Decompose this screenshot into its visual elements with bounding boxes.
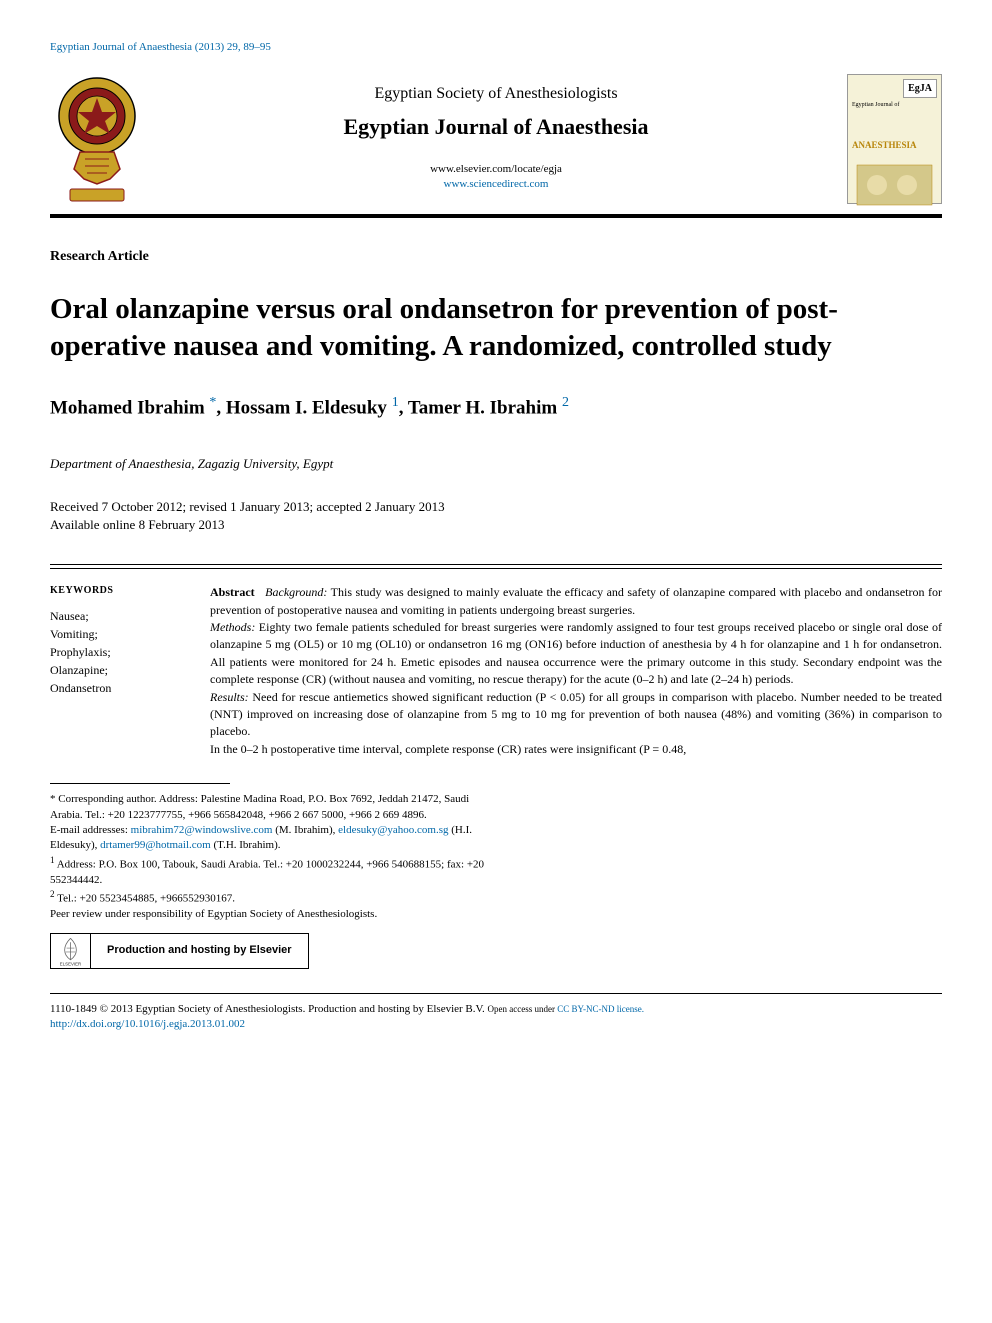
results-text: Need for rescue antiemetics showed signi… bbox=[210, 690, 942, 739]
email-link-1[interactable]: mibrahim72@windowslive.com bbox=[131, 824, 273, 836]
footnote-1-text: Address: P.O. Box 100, Tabouk, Saudi Ara… bbox=[50, 858, 484, 885]
license-label: Open access under bbox=[488, 1004, 558, 1014]
corresponding-mark: * bbox=[50, 793, 58, 805]
cover-title: ANAESTHESIA bbox=[852, 140, 937, 152]
keywords-heading: KEYWORDS bbox=[50, 584, 190, 597]
footnotes: * Corresponding author. Address: Palesti… bbox=[50, 792, 490, 973]
email-label: E-mail addresses: bbox=[50, 824, 131, 836]
keyword-item: Prophylaxis; bbox=[50, 645, 111, 659]
keyword-item: Nausea; bbox=[50, 609, 89, 623]
cover-subtitle: Egyptian Journal of bbox=[852, 102, 937, 110]
doi-link[interactable]: http://dx.doi.org/10.1016/j.egja.2013.01… bbox=[50, 1018, 245, 1030]
article-title: Oral olanzapine versus oral ondansetron … bbox=[50, 291, 942, 364]
article-dates: Received 7 October 2012; revised 1 Janua… bbox=[50, 498, 942, 534]
footnotes-rule bbox=[50, 783, 230, 784]
publisher-link-2[interactable]: www.sciencedirect.com bbox=[444, 178, 549, 190]
society-name: Egyptian Society of Anesthesiologists bbox=[165, 84, 827, 105]
results-text-2: In the 0–2 h postoperative time interval… bbox=[210, 742, 686, 756]
license-link[interactable]: CC BY-NC-ND license. bbox=[557, 1004, 644, 1014]
author-2-mark: 1 bbox=[392, 395, 399, 410]
footnote-2-text: Tel.: +20 5523454885, +966552930167. bbox=[55, 893, 235, 905]
keywords-list: Nausea; Vomiting; Prophylaxis; Olanzapin… bbox=[50, 607, 190, 697]
corresponding-text: Corresponding author. Address: Palestine… bbox=[50, 793, 469, 820]
journal-cover-thumbnail: EgJA Egyptian Journal of ANAESTHESIA bbox=[847, 74, 942, 204]
hosting-text: Production and hosting by Elsevier bbox=[91, 943, 308, 958]
cover-tag: EgJA bbox=[903, 79, 937, 98]
keywords-box: KEYWORDS Nausea; Vomiting; Prophylaxis; … bbox=[50, 584, 210, 758]
masthead-center: Egyptian Society of Anesthesiologists Eg… bbox=[165, 74, 827, 192]
keyword-item: Ondansetron bbox=[50, 681, 111, 695]
author-2: Hossam I. Eldesuky bbox=[226, 397, 392, 418]
article-type: Research Article bbox=[50, 248, 942, 266]
author-1: Mohamed Ibrahim bbox=[50, 397, 209, 418]
elsevier-logo-text: ELSEVIER bbox=[60, 961, 81, 966]
results-label: Results: bbox=[210, 690, 249, 704]
journal-name: Egyptian Journal of Anaesthesia bbox=[165, 113, 827, 142]
dates-line-2: Available online 8 February 2013 bbox=[50, 517, 225, 532]
society-logo bbox=[50, 74, 145, 204]
email-link-3[interactable]: drtamer99@hotmail.com bbox=[100, 839, 211, 851]
keyword-item: Olanzapine; bbox=[50, 663, 108, 677]
author-sep-1: , bbox=[216, 397, 226, 418]
affiliation: Department of Anaesthesia, Zagazig Unive… bbox=[50, 456, 942, 473]
dates-line-1: Received 7 October 2012; revised 1 Janua… bbox=[50, 499, 445, 514]
issn-copyright: 1110-1849 © 2013 Egyptian Society of Ane… bbox=[50, 1003, 488, 1015]
abstract-section: KEYWORDS Nausea; Vomiting; Prophylaxis; … bbox=[50, 564, 942, 758]
email-who-1: (M. Ibrahim), bbox=[272, 824, 338, 836]
methods-label: Methods: bbox=[210, 620, 255, 634]
elsevier-logo-icon: ELSEVIER bbox=[51, 934, 91, 968]
footer: 1110-1849 © 2013 Egyptian Society of Ane… bbox=[50, 993, 942, 1033]
masthead: Egyptian Society of Anesthesiologists Eg… bbox=[50, 74, 942, 218]
author-sep-2: , bbox=[399, 397, 408, 418]
hosting-box: ELSEVIER Production and hosting by Elsev… bbox=[50, 933, 309, 969]
abstract-label: Abstract bbox=[210, 585, 255, 599]
methods-text: Eighty two female patients scheduled for… bbox=[210, 620, 942, 686]
publisher-link-1: www.elsevier.com/locate/egja bbox=[430, 163, 562, 175]
abstract-body: Abstract Background: This study was desi… bbox=[210, 584, 942, 758]
keyword-item: Vomiting; bbox=[50, 627, 98, 641]
peer-review-text: Peer review under responsibility of Egyp… bbox=[50, 908, 377, 920]
authors: Mohamed Ibrahim *, Hossam I. Eldesuky 1,… bbox=[50, 394, 942, 421]
author-3-mark: 2 bbox=[562, 395, 569, 410]
masthead-links: www.elsevier.com/locate/egja www.science… bbox=[165, 162, 827, 193]
email-link-2[interactable]: eldesuky@yahoo.com.sg bbox=[338, 824, 448, 836]
author-3: Tamer H. Ibrahim bbox=[408, 397, 562, 418]
running-header: Egyptian Journal of Anaesthesia (2013) 2… bbox=[50, 40, 942, 54]
background-label: Background: bbox=[265, 585, 327, 599]
email-who-3: (T.H. Ibrahim). bbox=[211, 839, 281, 851]
